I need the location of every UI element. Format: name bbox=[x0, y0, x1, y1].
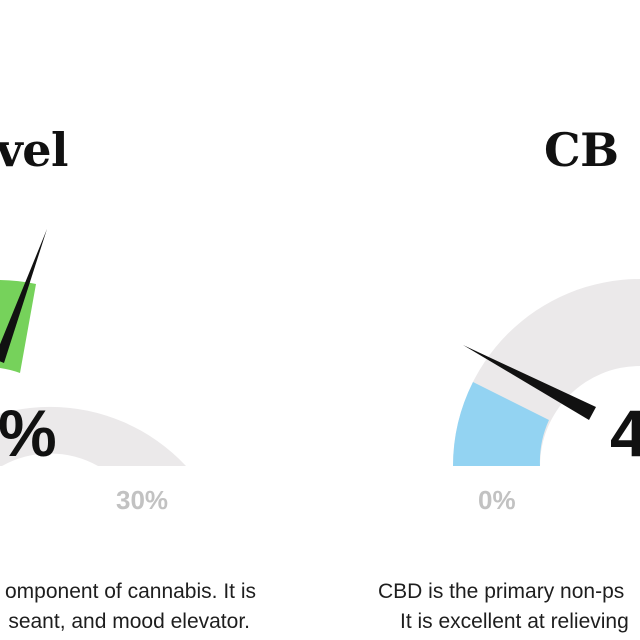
thc-percent-value: % bbox=[0, 396, 57, 470]
cbd-description-line-1: CBD is the primary non-ps bbox=[378, 580, 625, 603]
thc-description-line-1: omponent of cannabis. It is bbox=[5, 580, 256, 603]
cbd-gauge: 4 bbox=[453, 279, 640, 470]
cbd-percent-value: 4 bbox=[610, 396, 640, 470]
thc-max-label: 30% bbox=[116, 485, 169, 515]
thc-gauge: % bbox=[0, 229, 186, 470]
thc-description-line-2: seant, and mood elevator. bbox=[8, 610, 250, 633]
cbd-min-label: 0% bbox=[478, 485, 516, 515]
thc-gauge-needle bbox=[0, 229, 47, 363]
thc-gauge-track bbox=[0, 406, 186, 466]
cbd-gauge-needle bbox=[463, 345, 596, 420]
cbd-gauge-fill bbox=[453, 382, 549, 466]
cbd-level-title: CB bbox=[544, 123, 619, 177]
cbd-description-line-2: It is excellent at relieving bbox=[400, 610, 629, 633]
thc-gauge-fill bbox=[0, 280, 36, 373]
thc-level-title: vel bbox=[0, 123, 68, 177]
